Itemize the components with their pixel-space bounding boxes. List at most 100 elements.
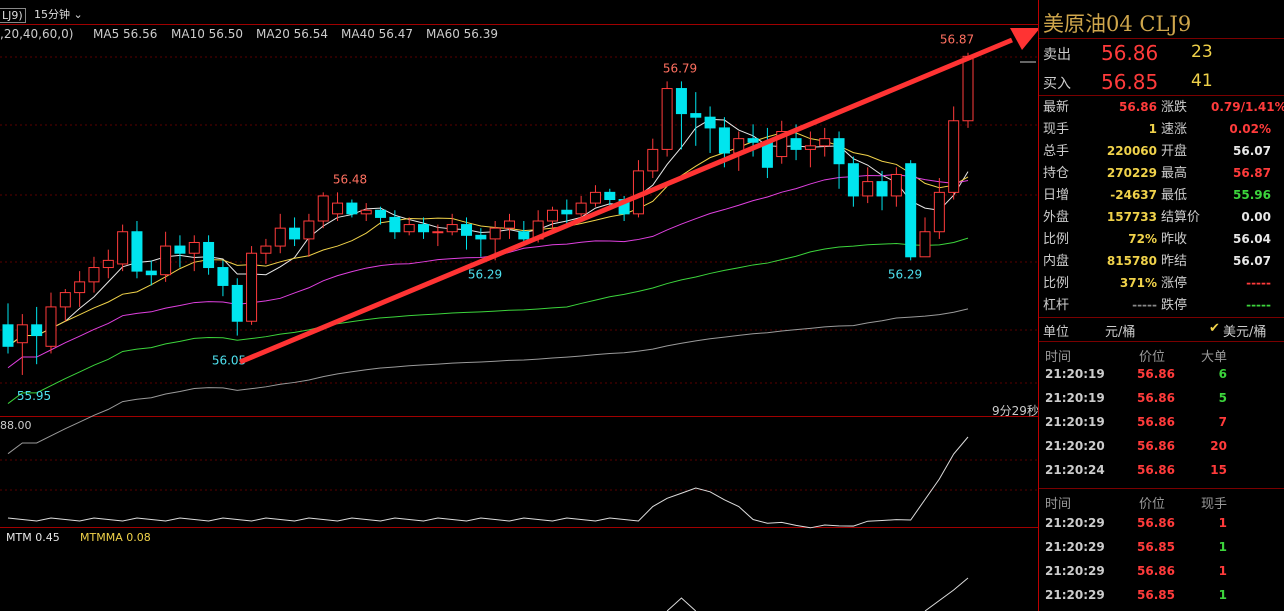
stat-value: 270229 [1106, 166, 1157, 180]
price-label: 56.29 [468, 267, 502, 281]
stat-value: 56.87 [1233, 166, 1271, 180]
candle-body [2, 324, 14, 347]
mtm-line [666, 597, 697, 611]
stat-value: 56.07 [1233, 144, 1271, 158]
period-selector[interactable]: 15分钟 ⌄ [34, 8, 83, 21]
buy-volume: 41 [1191, 71, 1213, 91]
table2-header-lot: 现手 [1201, 497, 1228, 512]
candle-body [819, 138, 831, 147]
stat-label: 杠杆 [1043, 298, 1070, 313]
candle-body [260, 245, 272, 254]
candle-body [876, 181, 888, 197]
candle-body [661, 88, 673, 150]
candle-body [88, 267, 100, 283]
ma10-line [7, 132, 969, 347]
divider [1039, 488, 1284, 489]
price-label: 56.87 [940, 33, 974, 47]
ma10-label: MA10 56.50 [171, 27, 243, 41]
stat-label: 昨结 [1161, 254, 1188, 269]
candle-body [518, 231, 530, 240]
candle-body [790, 138, 802, 150]
check-icon: ✔ [1209, 321, 1220, 336]
unit-usd-option[interactable]: 美元/桶 [1223, 325, 1267, 340]
candle-body [589, 191, 601, 204]
row-time: 21:20:24 [1045, 463, 1105, 477]
table1-header-bigorder: 大单 [1201, 350, 1228, 365]
stat-row: 日增 -24637 最低 55.96 [1039, 185, 1284, 206]
stat-value: 1 [1148, 122, 1157, 136]
row-price: 56.85 [1137, 588, 1175, 602]
stat-label: 日增 [1043, 188, 1070, 203]
row-volume: 5 [1218, 391, 1227, 405]
row-time: 21:20:29 [1045, 516, 1105, 530]
ma20-label: MA20 56.54 [256, 27, 328, 41]
stat-value: 157733 [1106, 210, 1157, 224]
ma60-line [7, 308, 969, 455]
candle-body [962, 55, 974, 122]
symbol-code[interactable]: LJ9) [0, 8, 26, 23]
stat-value: 72% [1128, 232, 1157, 246]
osc-top-value: 88.00 [0, 419, 32, 432]
candle-body [332, 202, 344, 215]
table-row: 21:20:29 56.86 1 [1039, 511, 1284, 535]
oscillator-line [7, 436, 969, 529]
candle-body [59, 292, 71, 308]
row-volume: 1 [1218, 516, 1227, 530]
table-row: 21:20:19 56.86 5 [1039, 386, 1284, 410]
candle-body [432, 231, 444, 234]
candle-body [833, 138, 845, 165]
price-chart[interactable]: 56.87 56.79 56.48 56.29 56.05 55.95 56.29 [0, 0, 1038, 611]
candle-body [145, 270, 157, 276]
divider [1039, 38, 1284, 39]
table2-header-price: 价位 [1139, 497, 1166, 512]
candle-body [418, 224, 430, 233]
candle-body [704, 116, 716, 129]
candle-body [919, 231, 931, 258]
stat-value: 56.86 [1119, 100, 1157, 114]
candle-body [274, 227, 286, 247]
candle-body [188, 241, 200, 254]
chart-toolbar: LJ9) 15分钟 ⌄ [0, 0, 1038, 24]
price-label: 55.95 [17, 389, 51, 403]
table-row: 21:20:29 56.86 1 [1039, 559, 1284, 583]
ma60-label: MA60 56.39 [426, 27, 498, 41]
stat-row: 总手 220060 开盘 56.07 [1039, 141, 1284, 162]
candle-body [446, 224, 458, 233]
price-label: 56.48 [333, 172, 367, 186]
candle-body [718, 127, 730, 154]
candle-body [217, 267, 229, 286]
instrument-title: 美原油04 CLJ9 [1043, 12, 1192, 36]
stat-label: 持仓 [1043, 166, 1070, 181]
ma40-label: MA40 56.47 [341, 27, 413, 41]
stat-row: 持仓 270229 最高 56.87 [1039, 163, 1284, 184]
row-price: 56.86 [1137, 516, 1175, 530]
table1-header-time: 时间 [1045, 350, 1072, 365]
stat-row: 比例 72% 昨收 56.04 [1039, 229, 1284, 250]
stat-label: 昨收 [1161, 232, 1188, 247]
table-row: 21:20:29 56.85 1 [1039, 583, 1284, 607]
stat-row: 杠杆 ----- 跌停 ----- [1039, 295, 1284, 316]
sell-label: 卖出 [1043, 47, 1071, 63]
candle-body [561, 209, 573, 215]
stat-value: 55.96 [1233, 188, 1271, 202]
stat-value: 0.02% [1229, 122, 1271, 136]
row-volume: 6 [1218, 367, 1227, 381]
stat-value: ----- [1246, 276, 1271, 290]
stat-value: ----- [1132, 298, 1157, 312]
candle-body [403, 224, 415, 233]
stat-label: 跌停 [1161, 298, 1188, 313]
stat-value: 371% [1119, 276, 1157, 290]
divider [1039, 341, 1284, 342]
candle-body [948, 120, 960, 193]
stat-label: 内盘 [1043, 254, 1070, 269]
trend-arrow-line [239, 37, 1013, 365]
unit-cny-option[interactable]: 元/桶 [1105, 325, 1136, 340]
row-price: 56.86 [1137, 564, 1175, 578]
candle-body [360, 209, 372, 215]
candle-body [346, 202, 358, 215]
stat-label: 涨停 [1161, 276, 1188, 291]
candle-body [747, 138, 759, 143]
chart-area[interactable]: 56.87 56.79 56.48 56.29 56.05 55.95 56.29 LJ9)… [0, 0, 1039, 611]
unit-label: 单位 [1043, 325, 1070, 340]
candle-body [375, 209, 387, 218]
